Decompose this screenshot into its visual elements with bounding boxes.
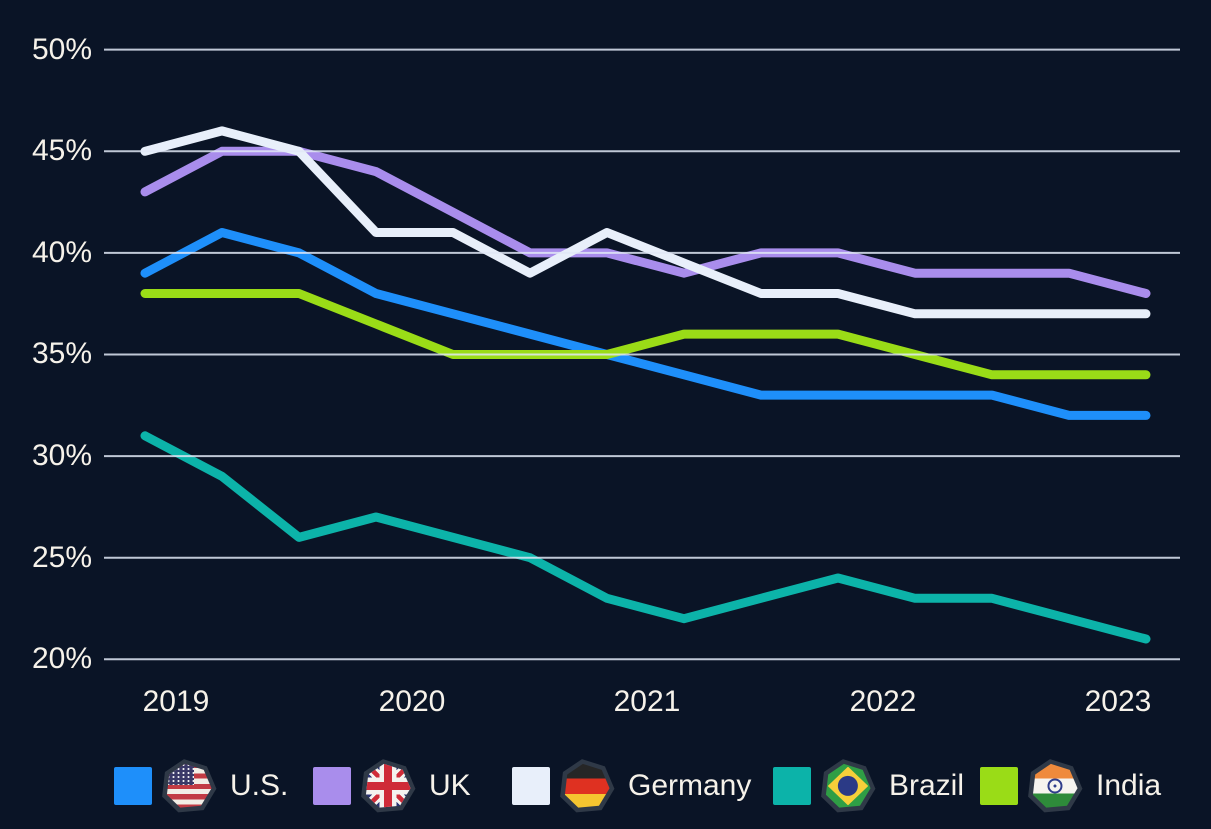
legend-item-brazil[interactable]: Brazil: [773, 757, 964, 815]
x-axis-label: 2019: [142, 685, 210, 718]
series-line-germany: [140, 126, 1151, 319]
y-axis-label: 25%: [31, 540, 92, 574]
germany-flag-icon: [560, 759, 615, 813]
legend-label-us: U.S.: [230, 769, 289, 802]
uk-color-swatch: [313, 767, 351, 805]
series-line-brazil: [140, 431, 1151, 644]
india-flag-icon: [1028, 759, 1083, 813]
us-flag-icon: [162, 759, 217, 813]
brazil-color-swatch: [773, 767, 811, 805]
india-color-swatch: [980, 767, 1018, 805]
legend: U.S. UK Germany Brazil: [0, 757, 1211, 817]
y-axis-label: 50%: [31, 32, 92, 66]
germany-color-swatch: [512, 767, 550, 805]
legend-item-us[interactable]: U.S.: [114, 757, 288, 815]
brazil-flag-icon: [821, 759, 876, 813]
y-axis-label: 20%: [31, 642, 92, 676]
y-axis-label: 35%: [31, 337, 92, 371]
legend-item-india[interactable]: India: [980, 757, 1161, 815]
y-axis-label: 30%: [31, 439, 92, 473]
legend-label-brazil: Brazil: [889, 769, 965, 802]
legend-item-uk[interactable]: UK: [313, 757, 471, 815]
legend-label-uk: UK: [429, 769, 471, 802]
series-line-us: [140, 228, 1151, 420]
legend-label-germany: Germany: [628, 769, 752, 802]
us-color-swatch: [114, 767, 152, 805]
y-axis-label: 40%: [31, 235, 92, 269]
series-line-uk: [140, 146, 1151, 298]
y-axis-label: 45%: [31, 134, 92, 168]
legend-label-india: India: [1096, 769, 1162, 802]
legend-item-germany[interactable]: Germany: [512, 757, 751, 815]
series-line-india: [140, 289, 1151, 380]
uk-flag-icon: [361, 759, 416, 813]
x-axis-label: 2021: [613, 685, 681, 718]
x-axis-label: 2022: [849, 685, 917, 718]
x-axis-label: 2023: [1084, 685, 1152, 718]
x-axis-label: 2020: [378, 685, 446, 718]
